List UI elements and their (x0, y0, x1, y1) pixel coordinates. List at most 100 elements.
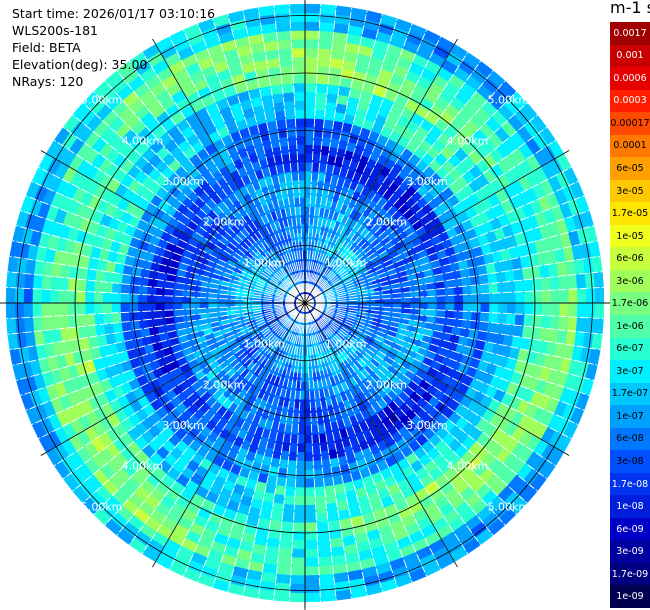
ppi-cell (281, 512, 295, 523)
range-ring-label: 5.00km (488, 500, 530, 513)
ppi-cell (58, 277, 70, 291)
ppi-cell (550, 289, 561, 304)
range-ring-label: 2.00km (366, 216, 408, 229)
ppi-cell (312, 144, 322, 155)
ppi-cell (410, 296, 420, 304)
ppi-cell (120, 293, 130, 304)
ppi-cell (146, 310, 157, 320)
ppi-cell (462, 302, 473, 312)
colorbar-tick: 6e-09 (610, 517, 650, 541)
colorbar-tick: 6e-08 (610, 427, 650, 451)
colorbar-tick: 0.0006 (610, 67, 650, 90)
ppi-cell (120, 283, 131, 295)
ppi-cell (181, 302, 192, 310)
colorbar-tick: 3e-08 (610, 450, 650, 473)
ppi-cell (497, 281, 508, 294)
ppi-cell (324, 485, 336, 496)
colorbar-tick: 0.00017 (610, 112, 650, 135)
ppi-cell (549, 315, 560, 330)
ppi-cell (268, 519, 283, 531)
ppi-cell (550, 302, 561, 317)
ppi-cell (304, 416, 312, 427)
ppi-cell (137, 285, 148, 295)
ppi-cell (295, 478, 306, 488)
ppi-cell (281, 154, 291, 165)
ray-gap (227, 14, 306, 304)
colorbar-unit-label: m-1 sr-1 (610, 0, 650, 17)
ppi-cell (290, 574, 306, 585)
elevation-text: Elevation(deg): 35.00 (12, 57, 148, 72)
ppi-cell (120, 302, 130, 313)
ppi-cell (585, 302, 596, 319)
ppi-cell (155, 294, 165, 304)
ray-gap (304, 302, 383, 592)
ppi-cell (318, 565, 334, 576)
ppi-cell (304, 74, 318, 84)
ppi-cell (304, 434, 313, 444)
ppi-cell (324, 493, 337, 505)
ppi-cell (277, 556, 292, 567)
ppi-cell (93, 291, 104, 304)
ppi-cell (319, 591, 337, 602)
ppi-cell (444, 310, 455, 319)
ppi-cell (270, 511, 284, 522)
ppi-cell (120, 311, 131, 323)
ppi-cell (297, 425, 306, 436)
ppi-cell (523, 278, 534, 292)
ppi-cell (524, 302, 534, 316)
ppi-cell (85, 313, 96, 327)
range-ring-label: 4.00km (447, 134, 489, 147)
ppi-cell (567, 274, 578, 290)
ppi-cell (276, 30, 292, 41)
ppi-cell (282, 91, 295, 103)
ray-gap (288, 4, 306, 304)
ray-gap (304, 302, 506, 526)
ppi-cell (294, 487, 306, 497)
ray-gap (304, 302, 322, 602)
ray-gap (6, 302, 306, 320)
ppi-cell (304, 12, 321, 23)
ppi-cell (304, 38, 320, 49)
ppi-cell (585, 287, 596, 304)
ray-gap (104, 302, 306, 526)
ray-gap (304, 51, 469, 304)
ppi-cell (297, 434, 306, 444)
ppi-cell (297, 162, 306, 172)
ppi-cell (77, 266, 89, 281)
ppi-cell (471, 293, 482, 304)
ray-gap (304, 180, 579, 304)
ppi-cell (443, 279, 454, 289)
ppi-cell (317, 547, 332, 558)
ray-gap (53, 302, 306, 467)
ppi-cell (268, 75, 283, 87)
ppi-cell (576, 288, 587, 304)
ray-gap (182, 29, 306, 304)
ppi-cell (304, 495, 316, 506)
ppi-cell (427, 295, 438, 304)
colorbar-tick: 1.7e-09 (610, 562, 650, 586)
ray-gap (304, 302, 590, 396)
ppi-cell (319, 21, 335, 33)
ray-gap (304, 302, 337, 601)
ppi-cell (286, 127, 297, 138)
ppi-cell (14, 302, 25, 319)
ray-gap (273, 5, 306, 304)
ppi-cell (568, 302, 578, 318)
ppi-cell (146, 286, 157, 296)
ppi-cell (304, 135, 314, 146)
ppi-cell (495, 271, 507, 284)
ppi-cell (521, 266, 533, 281)
ppi-cell (591, 333, 603, 351)
ray-gap (257, 302, 306, 599)
azimuth-spoke (152, 38, 306, 304)
ray-gap (227, 302, 306, 592)
ppi-cell (270, 84, 284, 95)
ppi-cell (277, 39, 292, 50)
ray-gap (304, 302, 604, 320)
ppi-cell (84, 302, 95, 315)
ppi-cell (594, 302, 605, 319)
range-ring-labels: 1.00km 1.00km 1.00km 1.00km 2.00km 2.00km 2.00… (81, 94, 529, 514)
ppi-cell (284, 486, 296, 497)
ppi-cell (199, 302, 209, 309)
